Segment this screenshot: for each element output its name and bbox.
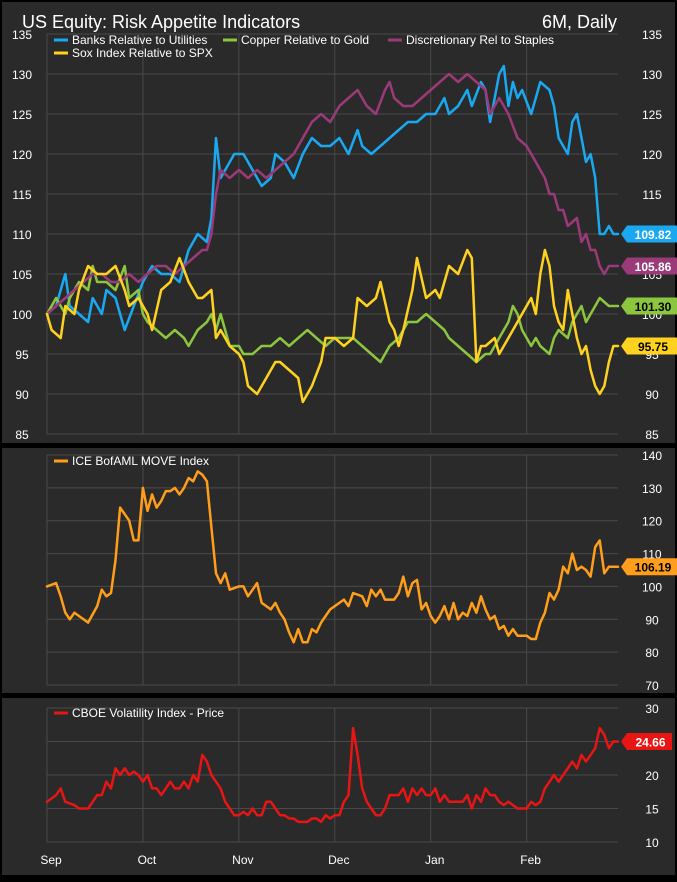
ytick-right: 100 — [642, 580, 662, 594]
ytick-right: 30 — [645, 702, 659, 716]
ytick-left: 85 — [15, 428, 29, 442]
ytick-left: 115 — [12, 188, 31, 202]
ytick-right: 130 — [642, 482, 662, 496]
legend-label: CBOE Volatility Index - Price — [72, 706, 224, 720]
ytick-right: 140 — [642, 449, 662, 463]
ytick-right: 130 — [642, 68, 662, 82]
ytick-right: 15 — [645, 803, 659, 817]
last-value-badge — [621, 225, 677, 243]
ytick-right: 80 — [645, 646, 659, 660]
series-line — [45, 470, 620, 644]
ytick-left: 135 — [12, 28, 32, 42]
xtick-label: Feb — [520, 853, 541, 867]
ytick-right: 135 — [642, 28, 662, 42]
legend-layer: Banks Relative to Utilities Copper Relati… — [54, 33, 554, 720]
ytick-right: 120 — [642, 515, 662, 529]
ytick-right: 85 — [645, 428, 659, 442]
xtick-label: Sep — [40, 853, 62, 867]
series-line — [45, 726, 620, 824]
ytick-right: 20 — [645, 769, 659, 783]
last-value-label: 109.82 — [635, 228, 672, 242]
ytick-right: 90 — [645, 388, 659, 402]
chart-period: 6M, Daily — [542, 12, 617, 32]
series-line — [45, 264, 620, 364]
last-value-badge — [621, 337, 677, 355]
last-value-badge — [621, 297, 677, 315]
badge-layer: 109.82 101.30 105.86 95.75 106.19 24.66 — [621, 225, 677, 750]
panel-background-middle — [2, 448, 675, 693]
ytick-right: 70 — [645, 679, 659, 693]
ytick-left: 95 — [15, 348, 29, 362]
ytick-right: 10 — [645, 836, 659, 850]
xtick-label: Dec — [328, 853, 349, 867]
legend-label: Banks Relative to Utilities — [72, 33, 207, 47]
legend-label: Discretionary Rel to Staples — [406, 33, 554, 47]
legend-label: Sox Index Relative to SPX — [72, 46, 213, 60]
ytick-right: 120 — [642, 148, 662, 162]
ytick-right: 115 — [642, 188, 661, 202]
xtick-label: Jan — [425, 853, 444, 867]
last-value-badge — [621, 558, 677, 576]
grid-layer — [46, 33, 618, 843]
last-value-label: 95.75 — [638, 340, 668, 354]
ytick-right: 90 — [645, 613, 659, 627]
ytick-left: 120 — [12, 148, 32, 162]
last-value-badge — [621, 733, 672, 750]
panel-background-bottom — [2, 698, 675, 875]
ytick-left: 125 — [12, 108, 32, 122]
legend-label: ICE BofAML MOVE Index — [72, 454, 209, 468]
xtick-label: Oct — [138, 853, 157, 867]
ytick-left: 110 — [12, 228, 31, 242]
last-value-label: 24.66 — [635, 736, 665, 750]
ytick-left: 90 — [15, 388, 29, 402]
chart-title: US Equity: Risk Appetite Indicators — [22, 12, 300, 32]
last-value-label: 101.30 — [635, 300, 672, 314]
xtick-label: Nov — [232, 853, 253, 867]
ytick-right: 125 — [642, 108, 662, 122]
ytick-left: 100 — [12, 308, 32, 322]
series-line — [45, 72, 620, 316]
ytick-right: 110 — [642, 548, 661, 562]
series-layer — [45, 64, 620, 824]
series-line — [45, 248, 620, 404]
axis-layer: 8585909095951001001051051101101151151201… — [12, 28, 662, 867]
last-value-badge — [621, 257, 677, 275]
panel-background-top — [2, 2, 675, 443]
last-value-label: 106.19 — [635, 561, 672, 575]
last-value-label: 105.86 — [635, 260, 672, 274]
ytick-left: 105 — [12, 268, 32, 282]
legend-label: Copper Relative to Gold — [241, 33, 369, 47]
ytick-left: 130 — [12, 68, 32, 82]
